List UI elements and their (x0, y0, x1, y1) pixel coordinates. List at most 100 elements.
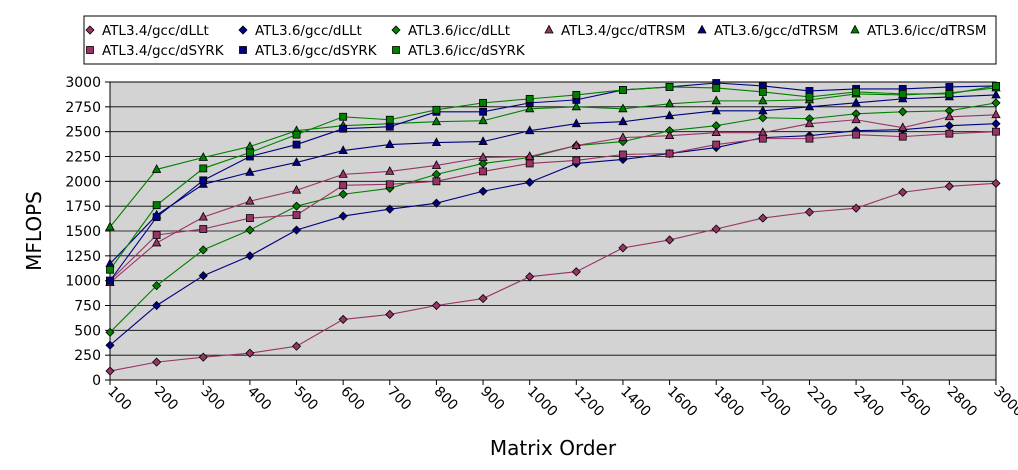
series-markers (105, 79, 1001, 376)
data-point (479, 167, 487, 176)
data-point (198, 152, 208, 161)
data-point (338, 211, 348, 221)
y-tick-label: 2250 (65, 150, 101, 166)
y-tick-label: 0 (92, 373, 101, 389)
data-point (105, 366, 115, 376)
x-tick-label: 1400 (617, 384, 654, 421)
x-tick-label: 900 (477, 384, 507, 414)
y-tick-label: 500 (74, 323, 101, 339)
data-point (152, 201, 161, 210)
data-point (525, 159, 534, 168)
data-point (525, 103, 535, 113)
legend-marker (85, 25, 95, 35)
y-tick-label: 3000 (65, 75, 101, 91)
legend-marker (392, 46, 400, 54)
data-point (199, 164, 208, 173)
data-point (431, 300, 441, 311)
data-point (851, 97, 861, 107)
x-tick-label: 2200 (804, 384, 841, 421)
y-tick-label: 2000 (65, 174, 101, 190)
data-point (944, 111, 955, 121)
data-point (851, 114, 861, 124)
series-line (109, 87, 997, 228)
data-point (944, 181, 954, 191)
data-point (245, 214, 254, 222)
data-point (478, 293, 488, 304)
data-point (292, 130, 301, 139)
data-point (525, 151, 535, 160)
data-point (804, 101, 815, 111)
data-point (852, 130, 861, 139)
legend-label: ATL3.4/gcc/dTRSM (561, 23, 685, 39)
data-point (199, 225, 208, 233)
x-tick-label: 700 (384, 384, 414, 414)
data-point (665, 83, 674, 91)
y-tick-label: 250 (74, 348, 101, 364)
data-point (478, 136, 488, 146)
x-tick-label: 2800 (944, 384, 981, 421)
data-point (478, 152, 488, 161)
x-tick-label: 2600 (897, 384, 934, 421)
x-tick-label: 300 (197, 384, 227, 414)
data-point (152, 300, 162, 311)
legend-label: ATL3.6/gcc/dLLt (255, 23, 362, 39)
series-line (109, 85, 997, 271)
data-point (525, 272, 535, 282)
data-point (804, 118, 815, 128)
data-point (199, 176, 208, 185)
data-point (758, 134, 767, 143)
data-point (758, 88, 767, 96)
legend-marker (391, 25, 401, 35)
x-tick-label: 1800 (710, 384, 747, 421)
data-point (805, 93, 814, 101)
series-lines (109, 82, 997, 372)
data-point (712, 84, 721, 92)
data-point (292, 140, 301, 149)
x-tick-label: 800 (431, 384, 461, 414)
series-line (109, 94, 997, 265)
data-point (198, 245, 208, 255)
data-point (245, 348, 255, 358)
data-point (898, 90, 907, 98)
data-point (292, 211, 301, 220)
data-point (571, 118, 581, 128)
data-point (291, 184, 302, 194)
x-tick-label: 1000 (524, 384, 561, 421)
data-point (991, 109, 1001, 119)
x-tick-label: 1200 (570, 384, 607, 421)
data-point (618, 103, 628, 113)
data-point (898, 107, 908, 117)
y-axis-ticks: 0 250 500 750 1000 1250 1500 1750 2000 2250 2500 27… (65, 75, 110, 389)
data-point (618, 132, 628, 142)
data-point (106, 276, 114, 285)
legend-label: ATL3.6/icc/dLLt (408, 23, 510, 39)
legend-marker (238, 25, 248, 35)
data-point (852, 88, 861, 96)
x-tick-label: 400 (244, 384, 274, 414)
data-point (385, 139, 395, 148)
legend-marker (86, 46, 94, 54)
data-point (712, 140, 721, 149)
data-point (105, 327, 115, 337)
data-point (758, 105, 768, 115)
data-point (665, 235, 675, 245)
data-point (992, 127, 1000, 136)
data-point (431, 198, 441, 208)
data-point (291, 157, 302, 166)
legend-marker (239, 46, 247, 54)
data-point (664, 130, 675, 140)
data-point (385, 204, 395, 214)
y-tick-label: 2500 (65, 125, 101, 141)
data-point (618, 116, 628, 126)
data-point (525, 125, 535, 135)
legend-label: ATL3.6/icc/dSYRK (408, 43, 526, 59)
y-tick-label: 1750 (65, 199, 101, 215)
data-point (571, 140, 581, 149)
data-point (479, 98, 487, 107)
data-point (992, 82, 1000, 90)
data-point (711, 95, 721, 105)
series-line (109, 123, 997, 346)
data-point (245, 225, 255, 235)
x-tick-label: 1600 (664, 384, 701, 421)
x-tick-label: 500 (291, 384, 321, 414)
